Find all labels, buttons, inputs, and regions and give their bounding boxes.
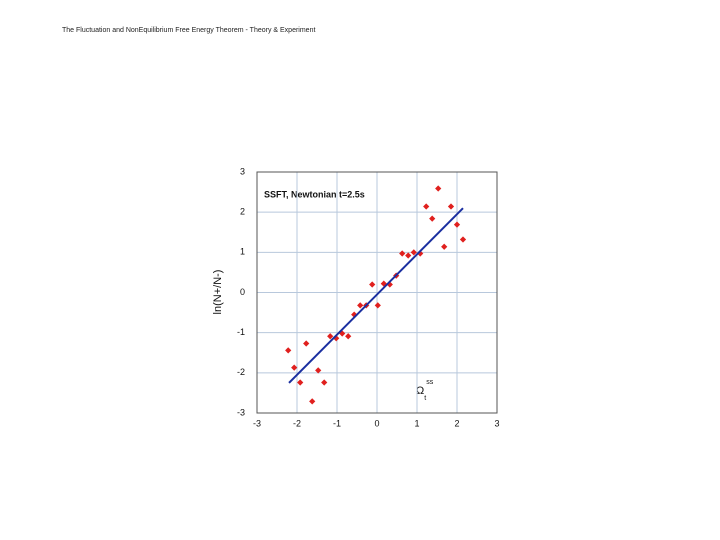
- data-point: [399, 250, 406, 257]
- data-point: [447, 203, 455, 210]
- y-tick-label: 2: [240, 207, 245, 217]
- data-point: [315, 367, 322, 374]
- x-label-sup: ss: [426, 379, 434, 386]
- plot-frame: [256, 171, 498, 414]
- chart-title: SSFT, Newtonian t=2.5s: [264, 189, 365, 199]
- data-point: [369, 281, 376, 288]
- data-point: [423, 203, 430, 210]
- data-point: [309, 398, 316, 405]
- y-tick-label: 3: [240, 166, 245, 176]
- data-point: [291, 364, 298, 371]
- x-label-sub: t: [424, 395, 426, 402]
- data-point: [374, 302, 381, 309]
- y-axis-label: ln(N+/N-): [212, 270, 224, 315]
- data-point: [453, 221, 461, 228]
- x-tick-label: -2: [293, 418, 301, 428]
- x-label-symbol: Ω: [416, 385, 424, 397]
- data-point: [459, 236, 467, 243]
- y-tick-label: 1: [240, 247, 245, 257]
- x-tick-label: 3: [494, 418, 499, 428]
- y-tick-label: 0: [240, 287, 245, 297]
- data-point: [285, 347, 292, 354]
- slide-header: The Fluctuation and NonEquilibrium Free …: [62, 27, 316, 34]
- x-tick-label: 2: [454, 418, 459, 428]
- data-point: [429, 215, 436, 222]
- fit-line: [288, 207, 464, 384]
- x-axis-label: Ωt ss: [416, 379, 434, 402]
- x-tick-label: -1: [333, 418, 341, 428]
- data-point: [345, 333, 352, 340]
- y-tick-label: -1: [237, 327, 245, 337]
- y-tick-label: -2: [237, 367, 245, 377]
- data-point: [405, 252, 412, 259]
- x-tick-label: 0: [374, 418, 379, 428]
- y-tick-label: -3: [237, 407, 245, 417]
- data-point: [321, 379, 328, 386]
- data-point: [303, 340, 310, 347]
- data-point: [435, 185, 442, 192]
- data-point: [327, 333, 334, 340]
- x-tick-label: -3: [253, 418, 261, 428]
- x-tick-label: 1: [414, 418, 419, 428]
- data-point: [357, 302, 364, 309]
- data-point: [441, 243, 448, 250]
- data-point: [297, 379, 304, 386]
